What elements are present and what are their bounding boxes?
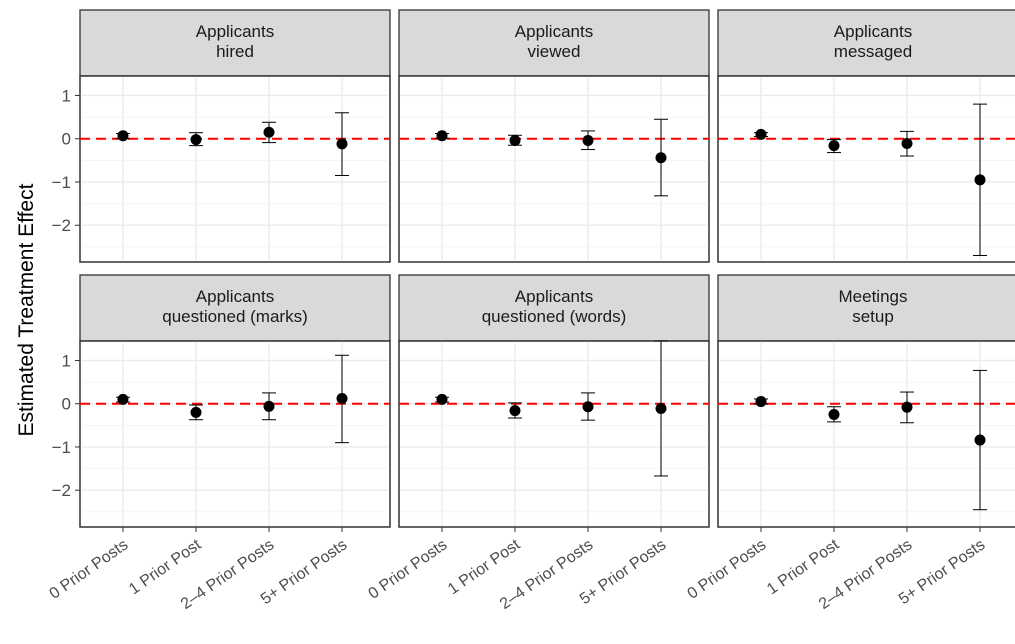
y-tick-label: −1 — [52, 438, 71, 457]
estimate-point — [974, 174, 986, 186]
estimate-point — [117, 393, 129, 405]
facet-title-line: questioned (words) — [482, 307, 627, 326]
facet-strip — [398, 9, 710, 77]
facet-title-line: Applicants — [196, 287, 274, 306]
facet-title-line: hired — [216, 42, 254, 61]
panel-border — [79, 75, 391, 263]
estimate-point — [755, 128, 767, 140]
facet-title-line: messaged — [834, 42, 912, 61]
estimate-point — [263, 126, 275, 138]
panel-border — [79, 340, 391, 528]
y-tick-label: 1 — [62, 86, 71, 105]
estimate-point — [190, 406, 202, 418]
estimate-point — [509, 134, 521, 146]
y-tick-label: 0 — [62, 395, 71, 414]
panel-border — [398, 340, 710, 528]
estimate-point — [582, 134, 594, 146]
y-tick-label: 1 — [62, 351, 71, 370]
panel-background — [717, 340, 1015, 528]
estimate-point — [655, 402, 667, 414]
panel-background — [79, 340, 391, 528]
facet-title-line: viewed — [528, 42, 581, 61]
estimate-point — [190, 134, 202, 146]
facet-strip — [79, 9, 391, 77]
facet-title-line: Applicants — [834, 22, 912, 41]
facet-title-line: Meetings — [839, 287, 908, 306]
x-tick-label: 0 Prior Posts — [685, 536, 770, 602]
y-tick-label: −2 — [52, 481, 71, 500]
panel-border — [717, 75, 1015, 263]
x-tick-label: 0 Prior Posts — [47, 536, 132, 602]
y-tick-label: −1 — [52, 173, 71, 192]
facet-title-line: Applicants — [515, 287, 593, 306]
y-tick-label: −2 — [52, 216, 71, 235]
x-tick-label: 0 Prior Posts — [366, 536, 451, 602]
y-axis-title: Estimated Treatment Effect — [15, 183, 38, 436]
estimate-point — [901, 137, 913, 149]
panel-border — [398, 75, 710, 263]
facet-strip — [79, 274, 391, 342]
estimate-point — [828, 140, 840, 152]
panel-background — [398, 340, 710, 528]
facet-title-line: setup — [852, 307, 894, 326]
facet-title-line: Applicants — [196, 22, 274, 41]
estimate-point — [436, 130, 448, 142]
panel-border — [717, 340, 1015, 528]
panel-background — [398, 75, 710, 263]
facet-panels: Applicantshired10−1−2ApplicantsviewedApp… — [47, 9, 1015, 613]
estimate-point — [263, 400, 275, 412]
estimate-point — [336, 138, 348, 150]
panel-background — [717, 75, 1015, 263]
y-tick-label: 0 — [62, 130, 71, 149]
facet-title-line: questioned (marks) — [162, 307, 308, 326]
facet-strip — [717, 274, 1015, 342]
estimate-point — [436, 393, 448, 405]
panel-background — [79, 75, 391, 263]
estimate-point — [974, 434, 986, 446]
estimate-point — [755, 396, 767, 408]
estimate-point — [655, 152, 667, 164]
estimate-point — [509, 405, 521, 417]
estimate-point — [901, 401, 913, 413]
estimate-point — [582, 401, 594, 413]
estimate-point — [117, 130, 129, 142]
estimate-point — [336, 393, 348, 405]
estimate-point — [828, 409, 840, 421]
facet-title-line: Applicants — [515, 22, 593, 41]
facet-strip — [717, 9, 1015, 77]
